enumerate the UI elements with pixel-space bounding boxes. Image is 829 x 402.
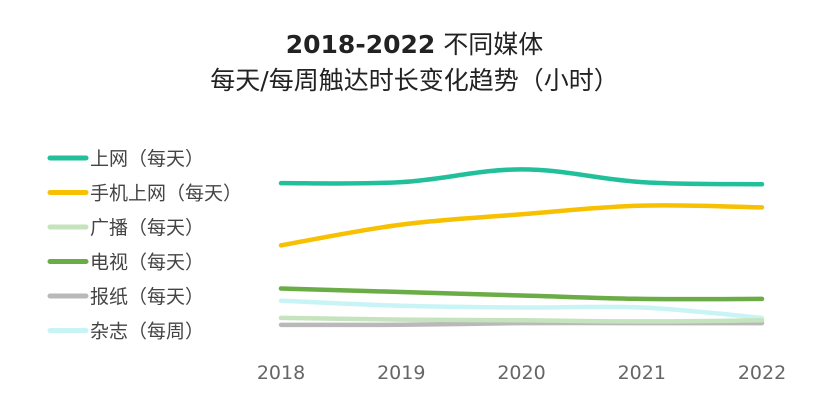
series-line-0	[278, 167, 765, 187]
legend-label-1: 手机上网（每天）	[90, 183, 242, 205]
legend-label-5: 杂志（每周）	[90, 321, 204, 343]
x-axis-ticks: 2018 2019 2020 2021 2022	[257, 362, 786, 384]
x-tick-label-2: 2020	[497, 362, 545, 384]
legend-label-2: 广播（每天）	[90, 217, 204, 239]
series-line-3	[278, 286, 765, 302]
chart-subtitle: 每天/每周触达时长变化趋势（小时）	[210, 66, 619, 95]
legend-label-3: 电视（每天）	[90, 252, 204, 274]
series-line-2	[278, 315, 765, 324]
chart-title-bold: 2018-2022	[285, 30, 436, 59]
x-tick-label-3: 2021	[618, 362, 666, 384]
series-line-5	[278, 298, 765, 321]
x-tick-label-4: 2022	[738, 362, 786, 384]
x-tick-label-1: 2019	[377, 362, 425, 384]
x-tick-label-0: 2018	[257, 362, 305, 384]
series-lines	[278, 167, 765, 328]
legend-label-0: 上网（每天）	[90, 148, 204, 170]
legend-label-4: 报纸（每天）	[90, 286, 204, 308]
chart-title: 2018-2022 不同媒体	[0, 28, 829, 62]
chart-title-rest: 不同媒体	[435, 30, 544, 59]
series-line-1	[278, 203, 765, 248]
legend: 上网（每天） 手机上网（每天） 广播（每天） 电视（每天） 报纸（每天） 杂志（每周）	[47, 148, 242, 343]
